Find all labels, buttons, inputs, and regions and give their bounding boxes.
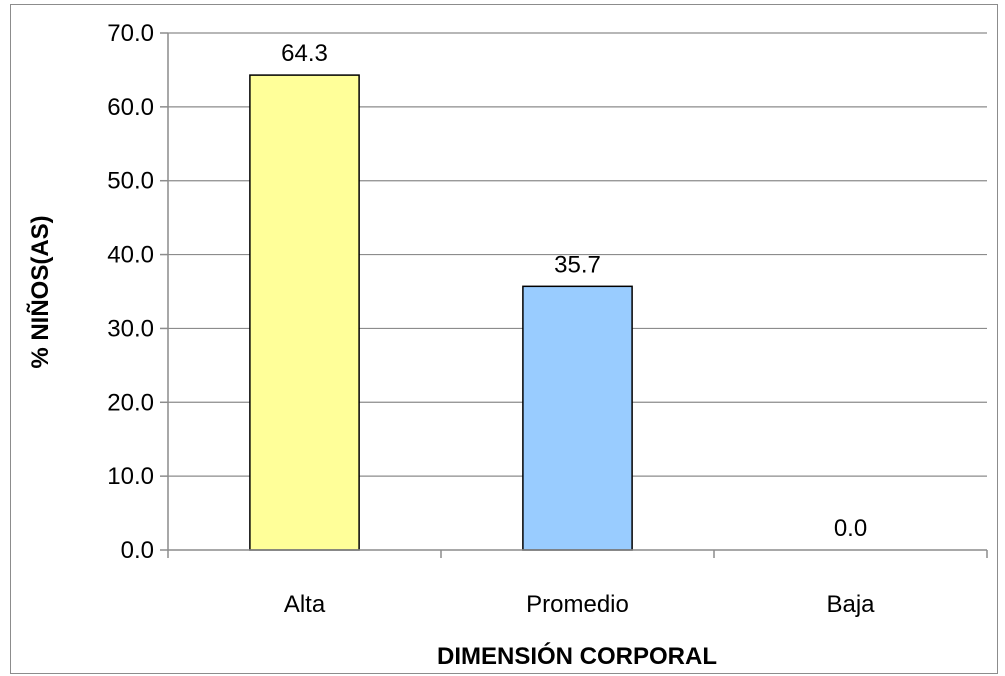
bars [249,74,633,551]
y-tick-label: 30.0 [107,315,154,342]
bar-promedio [522,285,633,551]
x-tick-label: Baja [826,591,875,618]
x-tick-label: Promedio [526,591,629,618]
y-tick-label: 20.0 [107,389,154,416]
y-tick-label: 0.0 [121,537,154,564]
y-tick-label: 10.0 [107,463,154,490]
tick-labels: 0.0 10.0 20.0 30.0 40.0 50.0 60.0 70.0 Alta Prome… [107,20,988,618]
y-tick-label: 70.0 [107,20,154,47]
y-tick-label: 60.0 [107,94,154,121]
y-axis-title: % NIÑOS(AS) [26,215,54,368]
y-tick-label: 40.0 [107,242,154,269]
data-label: 64.3 [281,40,328,67]
data-labels: 64.3 35.7 0.0 [281,40,867,542]
bar-alta [249,74,360,551]
x-tick-label: Alta [284,591,326,618]
y-tick-label: 50.0 [107,168,154,195]
x-axis-title: DIMENSIÓN CORPORAL [437,642,717,670]
chart-frame [10,4,998,674]
axes [167,33,987,551]
data-label: 35.7 [554,251,601,278]
data-label: 0.0 [834,515,867,542]
